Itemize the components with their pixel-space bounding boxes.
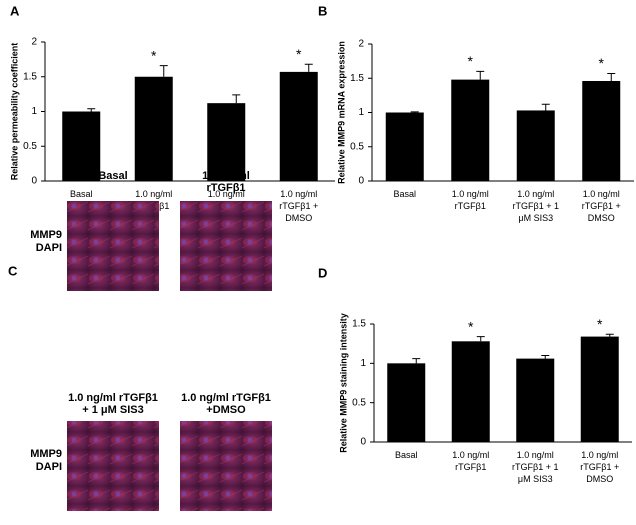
y-tick-label: 0.5	[23, 141, 37, 152]
error-bar	[476, 336, 485, 342]
y-tick-label: 1	[360, 358, 366, 369]
error-bar	[476, 70, 485, 80]
bar	[451, 341, 490, 442]
y-tick-label: 2	[31, 37, 37, 48]
micrograph	[67, 201, 159, 291]
significance-marker: *	[151, 47, 157, 63]
significance-marker: *	[468, 318, 474, 334]
error-bar	[87, 108, 96, 112]
error-bar	[607, 72, 616, 81]
bar	[516, 358, 555, 442]
micrograph-tint	[180, 421, 272, 511]
x-tick-label: Basal	[393, 189, 416, 199]
error-bar	[605, 333, 614, 337]
y-tick-label: 0.5	[352, 397, 366, 408]
panel-label: D	[318, 265, 327, 280]
y-tick-label: 1	[358, 107, 364, 118]
y-tick-label: 2	[358, 39, 364, 50]
bar	[62, 111, 101, 181]
stain-label: DAPI	[36, 461, 62, 473]
bar	[516, 110, 555, 181]
image-title: 1.0 ng/ml rTGFβ1 +DMSO	[181, 392, 271, 416]
panel-label: B	[318, 3, 327, 18]
error-bar	[541, 354, 550, 359]
stain-label: MMP9	[30, 448, 62, 460]
micrograph-tint	[180, 201, 272, 291]
x-tick-label: Basal	[70, 189, 93, 199]
significance-marker: *	[599, 55, 605, 71]
y-tick-label: 1	[31, 106, 37, 117]
y-axis-label: Relative MMP9 mRNA expression	[336, 41, 346, 184]
bar	[451, 79, 490, 181]
significance-marker: *	[296, 46, 302, 62]
y-tick-label: 0	[360, 437, 366, 448]
x-tick-label: 1.0 ng/ml rTGFβ1 + DMSO	[582, 189, 621, 223]
y-tick-label: 0.5	[350, 141, 364, 152]
bar	[582, 80, 621, 181]
y-tick-label: 1.5	[23, 71, 37, 82]
error-bar	[232, 94, 241, 104]
y-tick-label: 1.5	[350, 73, 364, 84]
error-bar	[412, 358, 421, 364]
y-axis-label: Relative MMP9 staining intensity	[338, 313, 348, 453]
bar	[385, 112, 424, 181]
micrograph-tint	[67, 421, 159, 511]
micrograph	[180, 421, 272, 511]
stain-label: MMP9	[30, 229, 62, 241]
bar	[580, 336, 619, 442]
error-bar	[159, 65, 168, 77]
micrograph	[67, 421, 159, 511]
error-bar	[410, 111, 419, 113]
image-title: Basal	[98, 170, 127, 182]
bar	[134, 76, 173, 181]
bar	[279, 71, 318, 181]
error-bar	[541, 103, 550, 111]
image-title: 1.0 ng/ml rTGFβ1 + 1 μM SIS3	[68, 392, 158, 416]
panel-label: A	[10, 3, 20, 18]
stain-label: DAPI	[36, 242, 62, 254]
bar	[207, 103, 246, 181]
micrograph	[180, 201, 272, 291]
micrograph-tint	[67, 201, 159, 291]
x-tick-label: Basal	[395, 450, 418, 460]
significance-marker: *	[597, 316, 603, 332]
y-axis-label: Relative permeability coefficient	[9, 43, 19, 181]
significance-marker: *	[468, 53, 474, 69]
image-title: 1.0 ng/ml rTGFβ1	[202, 170, 250, 194]
x-tick-label: 1.0 ng/ml rTGFβ1 + DMSO	[279, 189, 318, 223]
error-bar	[304, 63, 313, 72]
y-tick-label: 1.5	[352, 319, 366, 330]
bar	[387, 363, 426, 442]
y-tick-label: 0	[358, 176, 364, 187]
panel-label: C	[8, 263, 18, 278]
y-tick-label: 0	[31, 176, 37, 187]
x-tick-label: 1.0 ng/ml rTGFβ1 + DMSO	[580, 450, 619, 484]
